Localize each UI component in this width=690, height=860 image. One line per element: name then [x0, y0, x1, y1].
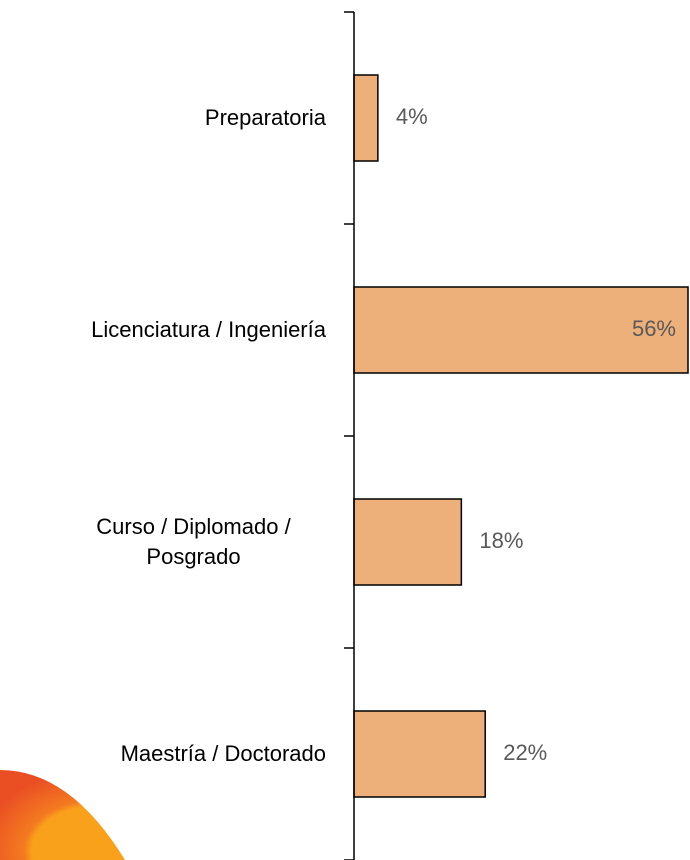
category-label-box: Licenciatura / Ingeniería — [0, 315, 326, 345]
decoration — [0, 770, 125, 860]
category-ticks — [344, 12, 354, 860]
bar — [354, 711, 485, 797]
category-label-box: Maestría / Doctorado — [0, 739, 326, 769]
category-label: Licenciatura / Ingeniería — [91, 315, 326, 345]
category-label-box: Curso / Diplomado / Posgrado — [0, 512, 326, 572]
bar — [354, 499, 461, 585]
category-label: Maestría / Doctorado — [121, 739, 326, 769]
bar — [354, 75, 378, 161]
value-label: 56% — [632, 316, 676, 341]
category-label-box: Preparatoria — [0, 103, 326, 133]
value-label: 22% — [503, 740, 547, 765]
page: {"chart_data": {"type": "hbar", "categor… — [0, 0, 690, 860]
value-label: 18% — [479, 528, 523, 553]
category-label: Curso / Diplomado / Posgrado — [61, 512, 326, 572]
value-label: 4% — [396, 104, 428, 129]
category-label: Preparatoria — [205, 103, 326, 133]
